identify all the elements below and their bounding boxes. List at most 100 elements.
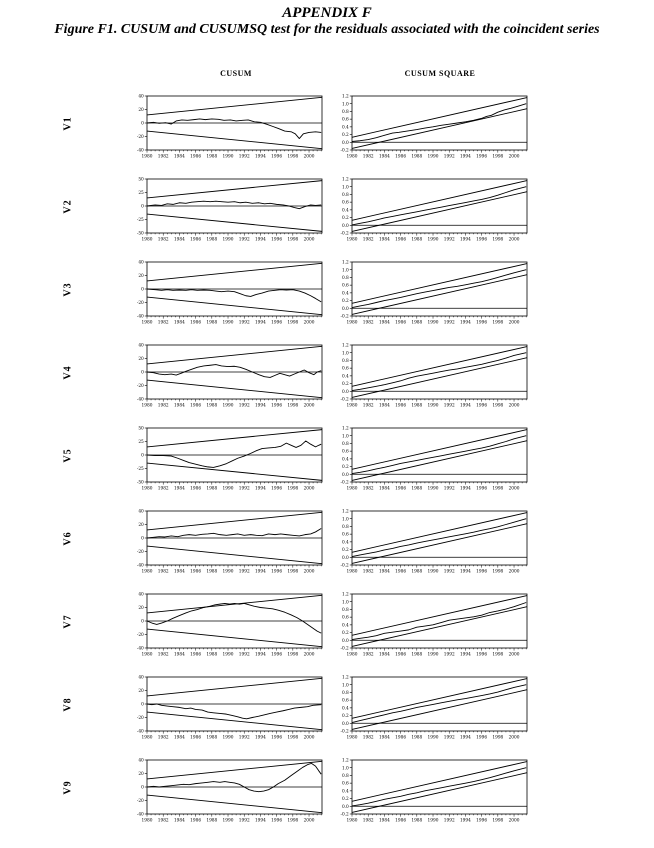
svg-text:1986: 1986 — [395, 570, 406, 575]
svg-text:1988: 1988 — [206, 653, 217, 658]
svg-text:1992: 1992 — [444, 155, 455, 160]
svg-text:20: 20 — [138, 523, 144, 528]
svg-text:1990: 1990 — [223, 736, 234, 741]
svg-text:1984: 1984 — [174, 487, 185, 492]
svg-text:1984: 1984 — [379, 819, 390, 824]
svg-text:0.0: 0.0 — [342, 141, 349, 146]
svg-text:1988: 1988 — [206, 487, 217, 492]
svg-text:1992: 1992 — [239, 155, 250, 160]
svg-text:50: 50 — [138, 178, 144, 183]
svg-text:1988: 1988 — [411, 487, 422, 492]
svg-text:2000: 2000 — [509, 570, 520, 575]
svg-text:2000: 2000 — [509, 238, 520, 243]
svg-text:-40: -40 — [137, 647, 144, 652]
svg-text:1986: 1986 — [190, 487, 201, 492]
svg-text:20: 20 — [138, 274, 144, 279]
svg-text:0.8: 0.8 — [342, 774, 349, 779]
svg-text:1984: 1984 — [174, 404, 185, 409]
series-label: V7 — [62, 613, 74, 629]
cusum-chart: 1980 1982 1984 1986 1988 1990 1992 1994 1996 1998… — [137, 178, 323, 243]
svg-text:1996: 1996 — [476, 487, 487, 492]
svg-text:1994: 1994 — [460, 155, 471, 160]
svg-text:1984: 1984 — [379, 155, 390, 160]
svg-text:0.0: 0.0 — [342, 639, 349, 644]
chart-row: V8 1980 1982 1984 1986 1988 1990 1992 1994 1996 1… — [0, 674, 654, 757]
svg-text:0.4: 0.4 — [342, 374, 349, 379]
svg-text:1980: 1980 — [347, 155, 358, 160]
svg-text:1996: 1996 — [271, 155, 282, 160]
svg-text:1980: 1980 — [347, 570, 358, 575]
svg-text:1980: 1980 — [142, 487, 153, 492]
svg-text:20: 20 — [138, 606, 144, 611]
svg-text:25: 25 — [138, 440, 144, 445]
svg-text:1.2: 1.2 — [342, 593, 349, 598]
svg-text:1990: 1990 — [223, 570, 234, 575]
svg-text:1.0: 1.0 — [342, 600, 349, 605]
svg-text:-20: -20 — [137, 633, 144, 638]
svg-text:1988: 1988 — [206, 819, 217, 824]
svg-text:0.6: 0.6 — [342, 118, 349, 123]
cusum-chart: 1980 1982 1984 1986 1988 1990 1992 1994 1996 1998… — [137, 759, 323, 824]
cusum-chart: 1980 1982 1984 1986 1988 1990 1992 1994 1996 1998… — [137, 676, 323, 741]
svg-text:0: 0 — [141, 122, 144, 127]
svg-text:1996: 1996 — [271, 404, 282, 409]
svg-text:1994: 1994 — [255, 155, 266, 160]
svg-text:1996: 1996 — [476, 819, 487, 824]
svg-text:1.0: 1.0 — [342, 102, 349, 107]
svg-text:1984: 1984 — [379, 321, 390, 326]
svg-text:1986: 1986 — [395, 321, 406, 326]
series-label: V8 — [62, 696, 74, 712]
svg-text:1998: 1998 — [492, 238, 503, 243]
svg-text:0.8: 0.8 — [342, 359, 349, 364]
svg-text:0.4: 0.4 — [342, 208, 349, 213]
svg-text:1994: 1994 — [460, 321, 471, 326]
svg-text:1988: 1988 — [206, 155, 217, 160]
svg-text:0.6: 0.6 — [342, 699, 349, 704]
svg-text:2000: 2000 — [304, 736, 315, 741]
svg-text:1984: 1984 — [379, 404, 390, 409]
series-label-box: V3 — [56, 259, 80, 319]
svg-text:1982: 1982 — [363, 155, 374, 160]
cusumsq-chart: 1980 1982 1984 1986 1988 1990 1992 1994 1996 1998… — [341, 427, 528, 492]
svg-text:0.2: 0.2 — [342, 714, 349, 719]
cusumsq-chart: 1980 1982 1984 1986 1988 1990 1992 1994 1996 1998… — [341, 261, 528, 326]
svg-text:0.8: 0.8 — [342, 110, 349, 115]
chart-row: V1 1980 1982 1984 1986 1988 1990 1992 1994 1996 1… — [0, 93, 654, 176]
svg-text:2000: 2000 — [509, 321, 520, 326]
svg-text:1994: 1994 — [255, 653, 266, 658]
svg-text:0.2: 0.2 — [342, 382, 349, 387]
svg-text:-20: -20 — [137, 799, 144, 804]
svg-text:1986: 1986 — [190, 819, 201, 824]
svg-text:1.0: 1.0 — [342, 185, 349, 190]
svg-text:1986: 1986 — [395, 487, 406, 492]
svg-text:1982: 1982 — [158, 736, 169, 741]
svg-text:1980: 1980 — [142, 238, 153, 243]
svg-text:1998: 1998 — [287, 487, 298, 492]
svg-text:0.4: 0.4 — [342, 291, 349, 296]
chart-row: V5 1980 1982 1984 1986 1988 1990 1992 1994 1996 1… — [0, 425, 654, 508]
svg-text:2000: 2000 — [304, 570, 315, 575]
svg-text:2000: 2000 — [304, 155, 315, 160]
svg-text:1982: 1982 — [158, 155, 169, 160]
cusumsq-chart: 1980 1982 1984 1986 1988 1990 1992 1994 1996 1998… — [341, 593, 528, 658]
svg-text:1994: 1994 — [255, 321, 266, 326]
series-label-box: V2 — [56, 176, 80, 236]
svg-text:0.0: 0.0 — [342, 805, 349, 810]
svg-text:1998: 1998 — [492, 487, 503, 492]
svg-text:1982: 1982 — [363, 238, 374, 243]
cusumsq-chart: 1980 1982 1984 1986 1988 1990 1992 1994 1996 1998… — [341, 95, 528, 160]
svg-text:-20: -20 — [137, 135, 144, 140]
svg-text:1988: 1988 — [411, 570, 422, 575]
svg-text:40: 40 — [138, 676, 144, 681]
svg-text:1984: 1984 — [174, 653, 185, 658]
chart-row: V4 1980 1982 1984 1986 1988 1990 1992 1994 1996 1… — [0, 342, 654, 425]
svg-text:1984: 1984 — [174, 819, 185, 824]
svg-text:1.0: 1.0 — [342, 683, 349, 688]
chart-row: V3 1980 1982 1984 1986 1988 1990 1992 1994 1996 1… — [0, 259, 654, 342]
svg-text:1982: 1982 — [363, 487, 374, 492]
svg-text:2000: 2000 — [509, 736, 520, 741]
svg-text:1.2: 1.2 — [342, 95, 349, 100]
cusum-chart: 1980 1982 1984 1986 1988 1990 1992 1994 1996 1998… — [137, 593, 323, 658]
svg-text:40: 40 — [138, 510, 144, 515]
column-header-cusum: CUSUM — [220, 69, 252, 78]
